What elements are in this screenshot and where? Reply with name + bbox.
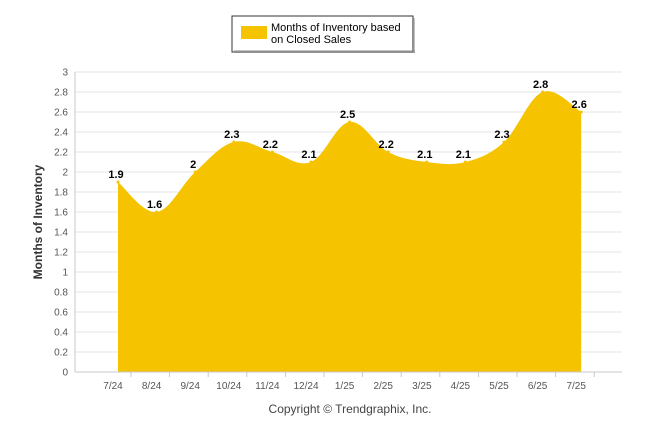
- x-tick-label: 5/25: [489, 381, 509, 392]
- y-tick-label: 1.8: [54, 188, 68, 199]
- data-point: [309, 160, 313, 164]
- area-series: [118, 91, 582, 372]
- x-tick-label: 9/24: [180, 381, 200, 392]
- y-tick-label: 0: [62, 368, 68, 379]
- data-label: 2.3: [494, 129, 509, 141]
- y-tick-label: 2.8: [54, 88, 68, 99]
- x-tick-label: 1/25: [335, 381, 355, 392]
- copyright-text: Copyright © Trendgraphix, Inc.: [269, 402, 432, 416]
- data-label: 2.2: [263, 139, 278, 151]
- y-tick-label: 2.4: [54, 128, 68, 139]
- area-fill: [118, 91, 582, 372]
- y-tick-label: 1.6: [54, 208, 68, 219]
- data-label: 1.6: [147, 199, 162, 211]
- data-point: [579, 110, 583, 114]
- x-tick-label: 7/24: [103, 381, 123, 392]
- x-tick-label: 11/24: [255, 381, 280, 392]
- y-tick-label: 0.2: [54, 348, 68, 359]
- legend-shadow: [234, 50, 415, 53]
- y-tick-label: 1: [62, 268, 68, 279]
- y-tick-label: 2.2: [54, 148, 68, 159]
- legend-line-2: on Closed Sales: [271, 34, 352, 46]
- legend: Months of Inventory based on Closed Sale…: [231, 15, 415, 53]
- x-tick-label: 6/25: [528, 381, 548, 392]
- data-point: [463, 160, 467, 164]
- data-point: [502, 140, 506, 144]
- y-axis-ticks: 0 0.2 0.4 0.6 0.8 1 1.2 1.4 1.6 1.8 2 2.2 2.4 2.6 2.8 3: [54, 68, 68, 379]
- data-label: 2.2: [379, 139, 394, 151]
- legend-swatch: [241, 26, 267, 39]
- data-point: [270, 150, 274, 154]
- data-point: [541, 90, 545, 94]
- data-labels: 1.9 1.6 2 2.3 2.2 2.1 2.5 2.2 2.1 2.1 2.3 2.8 2.6: [108, 79, 587, 214]
- y-tick-label: 0.4: [54, 328, 68, 339]
- y-tick-label: 2: [62, 168, 68, 179]
- x-axis-ticks: 7/24 8/24 9/24 10/24 11/24 12/24 1/25 2/25 3/25 4…: [75, 371, 622, 392]
- y-tick-label: 2.6: [54, 108, 68, 119]
- x-tick-label: 3/25: [412, 381, 432, 392]
- data-label: 2.1: [301, 149, 316, 161]
- y-tick-label: 1.4: [54, 228, 68, 239]
- data-label: 2.5: [340, 109, 355, 121]
- x-tick-label: 7/25: [566, 381, 586, 392]
- y-tick-label: 1.2: [54, 248, 68, 259]
- data-label: 2.8: [533, 79, 548, 91]
- x-tick-label: 2/25: [373, 381, 393, 392]
- x-tick-label: 10/24: [216, 381, 241, 392]
- data-label: 1.9: [108, 169, 123, 181]
- legend-shadow-side: [412, 18, 415, 53]
- data-point: [232, 140, 236, 144]
- data-label: 2.1: [456, 149, 471, 161]
- data-label: 2.6: [572, 99, 587, 111]
- data-label: 2: [190, 159, 196, 171]
- y-tick-label: 3: [62, 68, 68, 79]
- x-tick-label: 8/24: [142, 381, 162, 392]
- y-tick-label: 0.8: [54, 288, 68, 299]
- data-point: [386, 150, 390, 154]
- data-point: [425, 160, 429, 164]
- data-point: [193, 170, 197, 174]
- x-tick-label: 4/25: [451, 381, 471, 392]
- data-point: [155, 210, 159, 214]
- y-tick-label: 0.6: [54, 308, 68, 319]
- y-axis-label: Months of Inventory: [31, 164, 45, 279]
- data-point: [348, 120, 352, 124]
- data-label: 2.1: [417, 149, 432, 161]
- x-tick-label: 12/24: [293, 381, 318, 392]
- data-label: 2.3: [224, 129, 239, 141]
- legend-line-1: Months of Inventory based: [271, 22, 401, 34]
- data-point: [116, 180, 120, 184]
